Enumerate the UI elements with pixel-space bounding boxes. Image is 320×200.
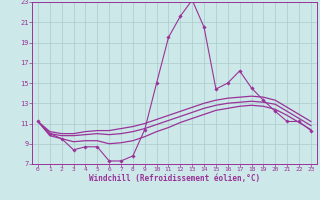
X-axis label: Windchill (Refroidissement éolien,°C): Windchill (Refroidissement éolien,°C) — [89, 174, 260, 183]
